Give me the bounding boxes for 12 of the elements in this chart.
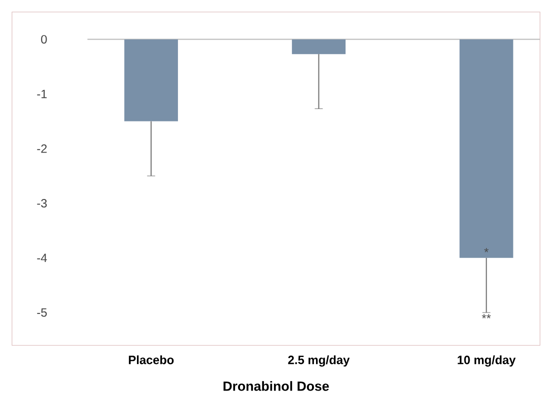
y-tick-label: -2 <box>37 144 47 153</box>
y-tick-label: -1 <box>37 90 47 98</box>
y-tick-label: -4 <box>37 254 47 262</box>
y-tick-label: -3 <box>37 199 47 208</box>
x-tick-label: Placebo <box>128 355 174 364</box>
y-tick-label: 0 <box>41 35 47 44</box>
y-tick-label: -5 <box>37 308 47 317</box>
x-tick-label: 10 mg/day <box>458 355 516 367</box>
x-tick-label: 2.5 mg/day <box>288 355 350 367</box>
x-axis-title: Dronabinol Dose <box>224 381 329 391</box>
annotation: ** <box>482 314 491 318</box>
annotation: * <box>484 248 489 252</box>
